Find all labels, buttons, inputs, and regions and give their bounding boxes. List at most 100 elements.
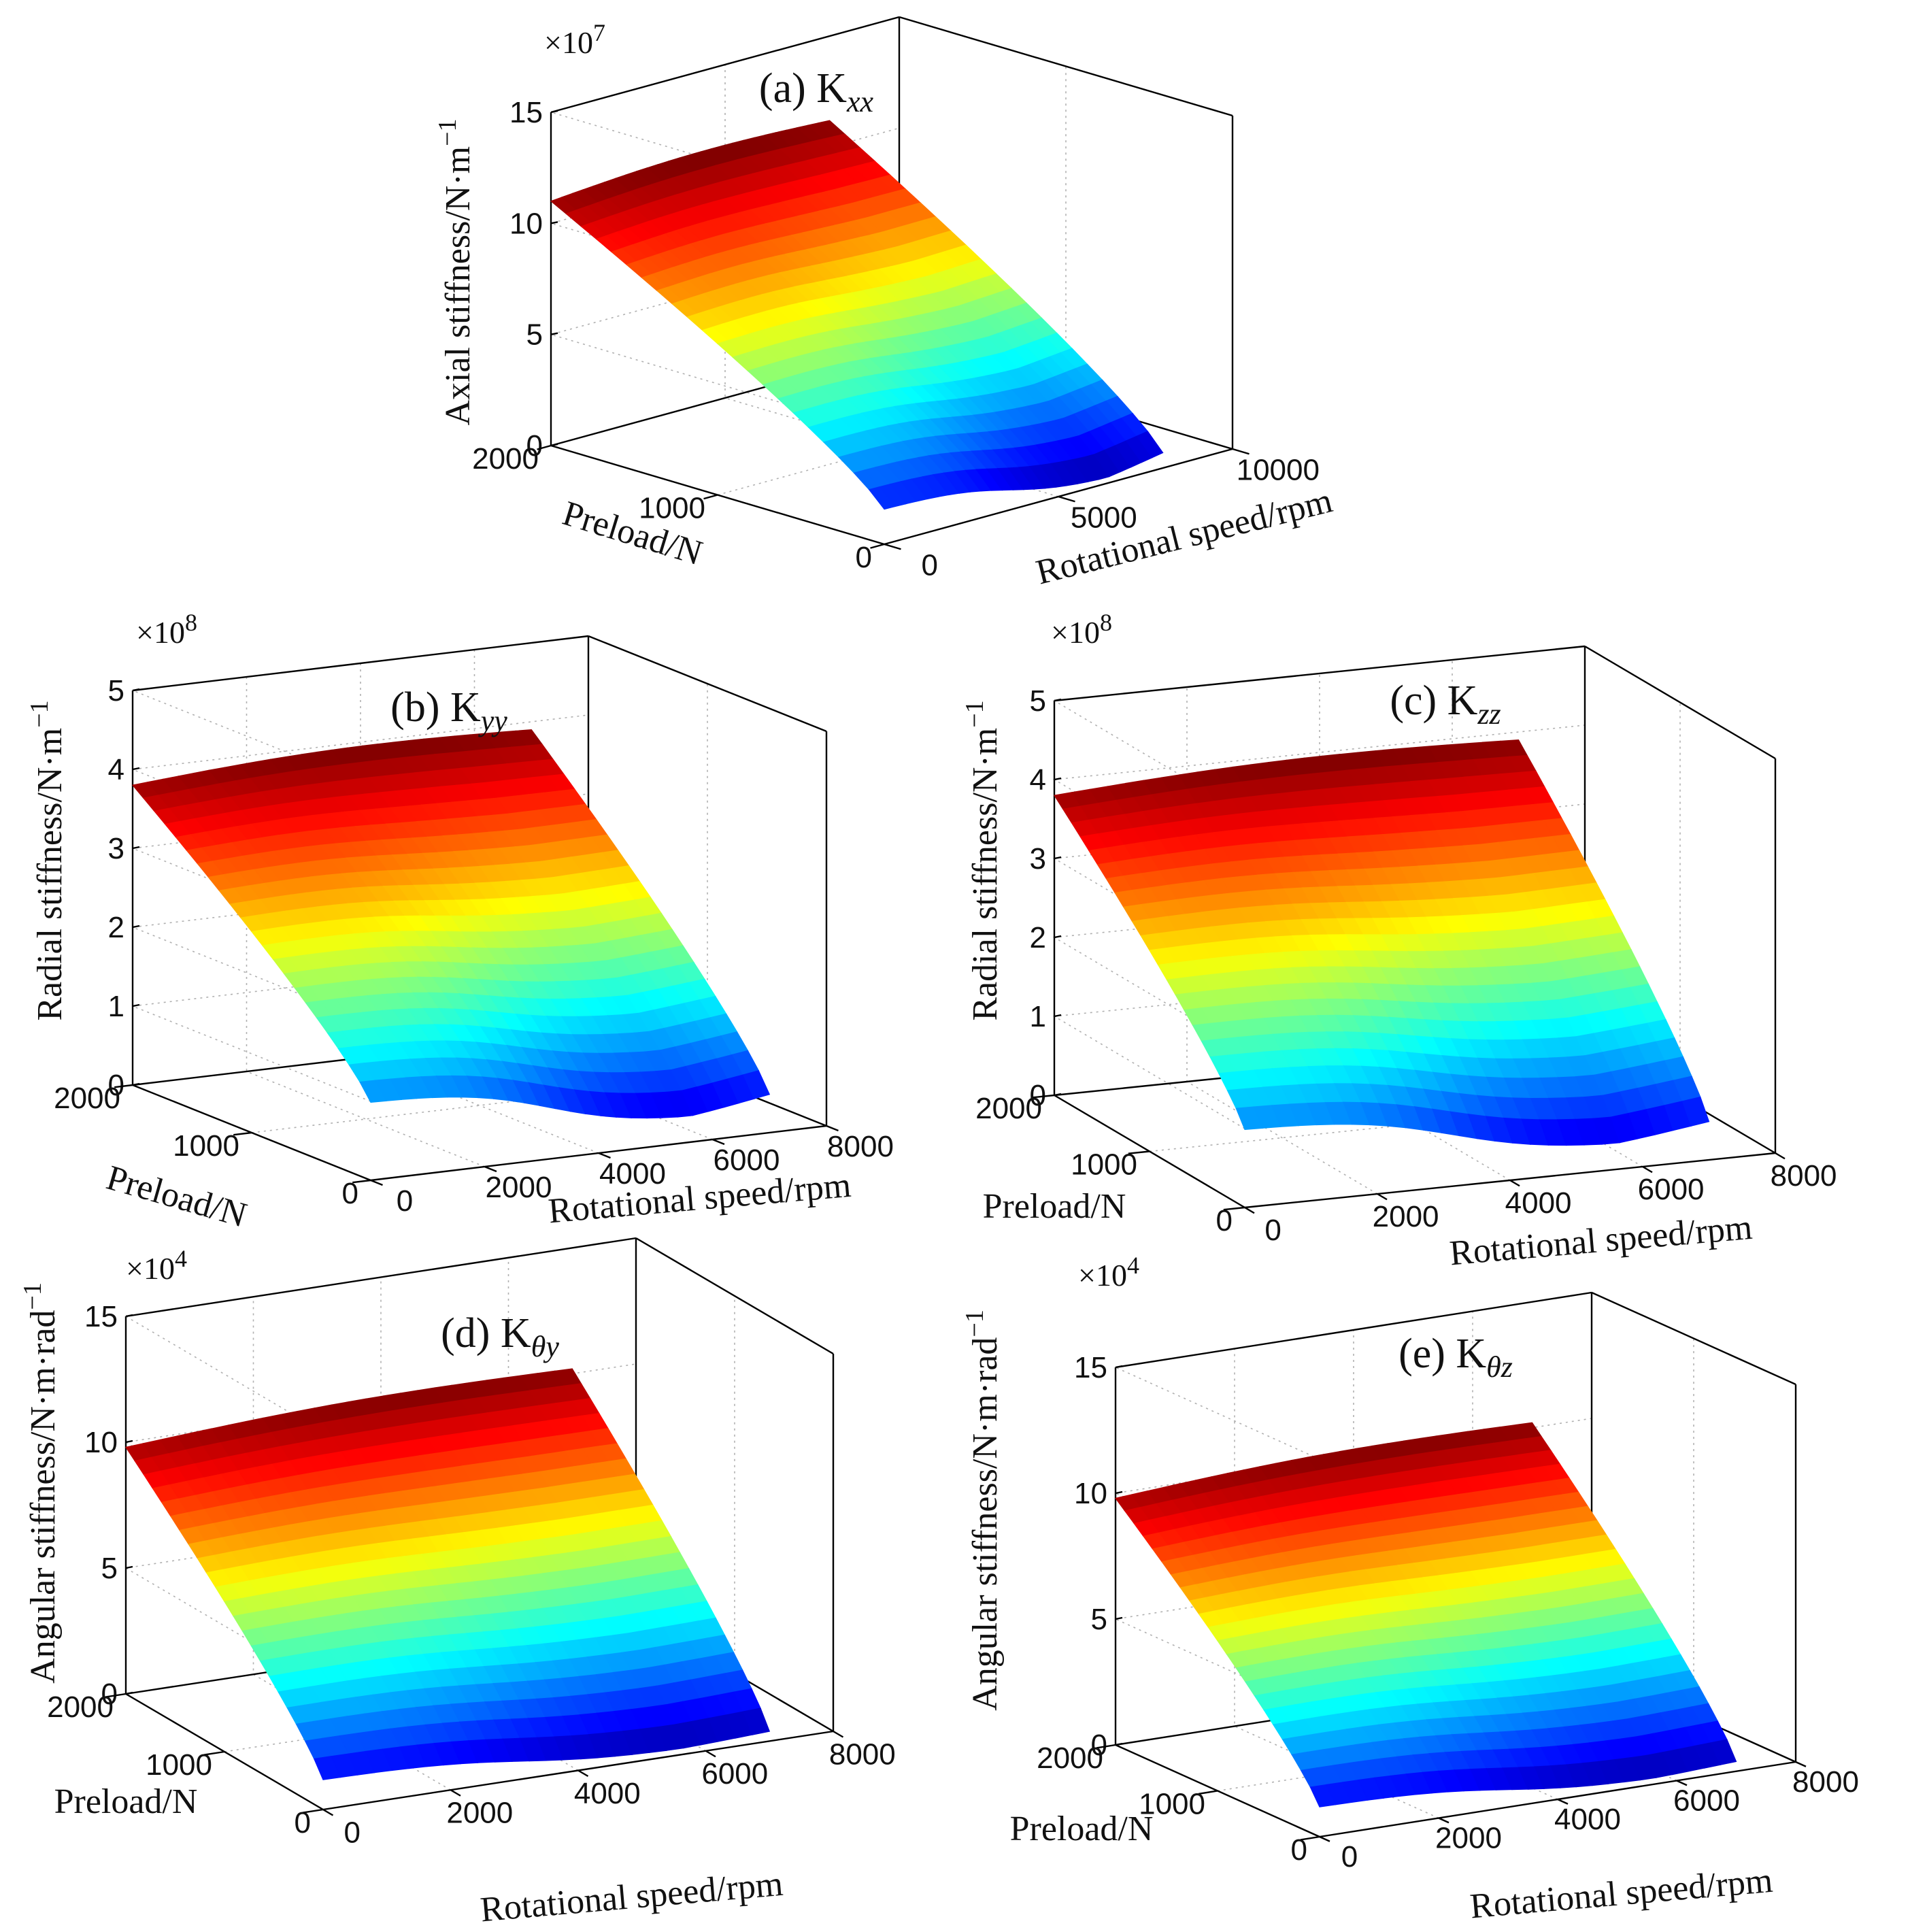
panel-a: 0 5 10 15 0 5000 10000 0 1000 2000 ×107 (a) Kxx Axia…	[433, 16, 1336, 593]
panel-title: (d) Kθy	[441, 1310, 559, 1363]
surface-patch	[742, 1070, 771, 1099]
y-tick-mark	[1300, 1835, 1320, 1841]
surface	[125, 1368, 771, 1780]
surface-patch	[742, 1708, 771, 1735]
z-tick-mark	[550, 332, 558, 335]
axes-box-edge	[635, 1237, 834, 1355]
y-tick-mark	[870, 543, 885, 549]
x-tick-mark	[1795, 1761, 1807, 1767]
z-tick-label: 5	[108, 674, 124, 707]
z-tick-mark	[125, 1439, 133, 1444]
z-tick-mark	[1115, 1616, 1123, 1620]
z-tick-label: 4	[1030, 763, 1046, 797]
x-tick-mark	[322, 1808, 334, 1816]
x-tick-mark	[1377, 1193, 1388, 1201]
z-axis-label-text: Radial stiffness/N·m	[31, 728, 69, 1021]
z-tick-mark	[132, 1003, 140, 1007]
x-tick-mark	[833, 1730, 844, 1738]
axes-walls	[549, 16, 1234, 546]
z-tick-label: 5	[1091, 1603, 1107, 1636]
z-tick-mark	[125, 1565, 133, 1569]
z-multiplier-base: ×10	[544, 25, 593, 60]
x-tick-mark	[1642, 1165, 1653, 1173]
x-tick-mark	[1676, 1780, 1688, 1786]
z-multiplier-exp: 4	[175, 1245, 187, 1272]
panel-title-sub: yy	[478, 704, 508, 737]
x-tick-label: 6000	[701, 1757, 768, 1791]
x-tick-label: 5000	[1071, 501, 1137, 534]
x-tick-label: 4000	[599, 1157, 666, 1190]
y-tick-label: 2000	[472, 442, 539, 476]
surface-patch	[1710, 1739, 1737, 1765]
y-tick-label: 2000	[54, 1082, 120, 1115]
y-tick-mark	[1223, 1206, 1245, 1211]
x-tick-label: 2000	[1435, 1822, 1502, 1855]
z-tick-label: 15	[509, 96, 543, 129]
y-tick-label: 1000	[146, 1748, 212, 1782]
z-multiplier-base: ×10	[136, 615, 185, 650]
z-multiplier-exp: 8	[185, 609, 197, 636]
y-tick-label: 0	[1291, 1833, 1307, 1867]
z-axis-label: Radial stiffness/N·m−1	[25, 700, 69, 1020]
panel-e: 05101502000400060008000010002000×104(e) …	[960, 1252, 1859, 1926]
z-tick-mark	[125, 1314, 133, 1318]
y-tick-mark	[105, 1693, 127, 1698]
z-axis-label-sup: −1	[960, 1310, 989, 1337]
y-axis-label: Preload/N	[54, 1782, 198, 1821]
y-tick-label: 2000	[1037, 1742, 1103, 1775]
y-axis-label: Preload/N	[102, 1159, 250, 1235]
z-tick-mark	[550, 110, 558, 114]
z-tick-label: 5	[101, 1552, 118, 1585]
z-tick-mark	[1054, 1093, 1062, 1097]
axes-box-edge	[1115, 1291, 1592, 1369]
y-axis-label: Preload/N	[983, 1187, 1126, 1226]
z-tick-mark	[132, 846, 140, 850]
x-tick-mark	[705, 1750, 716, 1758]
z-tick-label: 3	[1030, 842, 1046, 876]
y-tick-label: 0	[1216, 1204, 1233, 1237]
y-tick-label: 0	[342, 1177, 358, 1210]
x-tick-label: 2000	[486, 1171, 552, 1204]
x-tick-mark	[1438, 1817, 1450, 1824]
x-tick-mark	[1557, 1798, 1569, 1805]
panel-title-sub: xx	[846, 85, 874, 118]
x-tick-label: 6000	[1673, 1784, 1740, 1818]
x-tick-label: 4000	[1505, 1186, 1572, 1220]
y-tick-mark	[352, 1179, 371, 1184]
panel-title-sub: θy	[531, 1330, 560, 1363]
z-axis-label-text: Radial stiffness/N·m	[966, 728, 1005, 1021]
z-tick-mark	[125, 1691, 133, 1695]
z-tick-label: 15	[84, 1300, 118, 1333]
x-tick-mark	[577, 1769, 589, 1778]
y-tick-mark	[703, 494, 718, 500]
z-axis-label-sup: −1	[25, 700, 54, 727]
x-tick-mark	[1509, 1179, 1520, 1187]
y-tick-label: 2000	[47, 1690, 114, 1724]
z-tick-mark	[132, 767, 140, 771]
z-tick-label: 2	[1030, 921, 1046, 954]
y-tick-mark	[203, 1750, 225, 1756]
x-axis-label: Rotational speed/rpm	[1469, 1861, 1775, 1927]
z-axis-label-sup: −1	[18, 1282, 47, 1310]
x-tick-mark	[1775, 1152, 1786, 1160]
axes-box-edge	[1054, 645, 1586, 702]
x-tick-label: 8000	[1771, 1159, 1837, 1193]
z-tick-mark	[1054, 1014, 1062, 1018]
z-tick-label: 1	[108, 990, 124, 1023]
z-tick-mark	[1054, 698, 1062, 702]
x-tick-label: 0	[1341, 1840, 1358, 1873]
z-axis-label-sup: −1	[433, 118, 462, 146]
z-tick-label: 10	[84, 1426, 118, 1459]
axes-box-edge	[1584, 645, 1776, 760]
z-tick-label: 1	[1030, 1000, 1046, 1033]
z-tick-label: 5	[526, 318, 543, 352]
x-tick-label: 4000	[574, 1777, 641, 1810]
z-tick-mark	[132, 1082, 140, 1086]
x-tick-label: 0	[922, 548, 938, 582]
y-tick-label: 2000	[975, 1092, 1042, 1125]
surface	[1114, 1422, 1737, 1808]
x-axis-label: Rotational speed/rpm	[1448, 1208, 1754, 1273]
